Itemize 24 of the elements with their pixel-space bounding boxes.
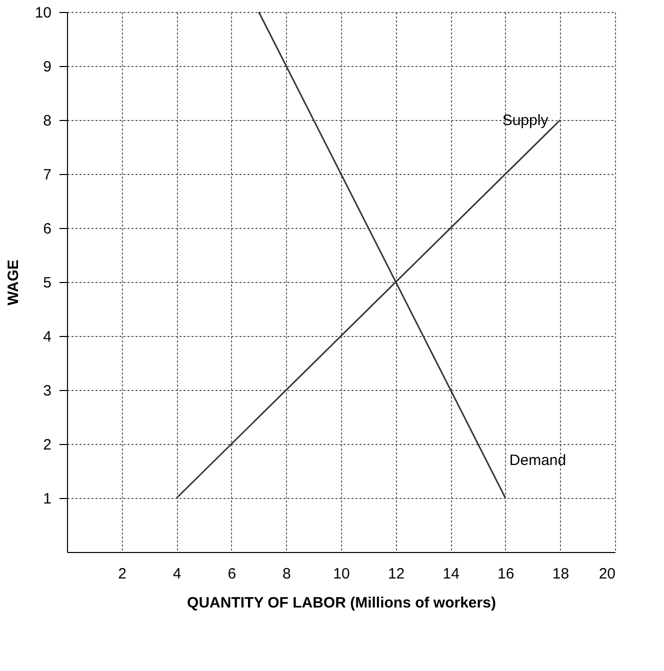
series-label: Supply	[502, 112, 549, 129]
y-axis-title: WAGE	[4, 260, 22, 306]
y-tick-label: 10	[34, 4, 52, 22]
series-label: Demand	[509, 452, 566, 469]
y-tick-label: 5	[43, 274, 52, 292]
x-tick-label: 18	[552, 566, 570, 582]
y-tick-label: 4	[43, 328, 52, 346]
y-tick-label: 8	[43, 112, 52, 130]
x-tick-label: 2	[118, 566, 126, 582]
x-tick-label: 4	[172, 566, 182, 582]
x-tick-label: 10	[333, 566, 350, 582]
y-tick-label: 2	[43, 436, 52, 454]
x-tick-label: 8	[282, 566, 291, 582]
x-tick-label: 12	[388, 566, 405, 582]
y-tick-label: 3	[43, 382, 52, 400]
x-tick-label: 14	[442, 566, 460, 582]
y-tick-label: 9	[43, 58, 52, 76]
y-tick-label: 7	[43, 166, 52, 184]
x-tick-label: 16	[498, 566, 514, 582]
y-tick-label: 6	[43, 220, 52, 238]
x-axis-title: QUANTITY OF LABOR (Millions of workers)	[187, 594, 496, 612]
x-tick-label: 20	[598, 566, 616, 582]
x-tick-label: 6	[228, 566, 236, 582]
y-tick-label: 1	[43, 490, 52, 508]
